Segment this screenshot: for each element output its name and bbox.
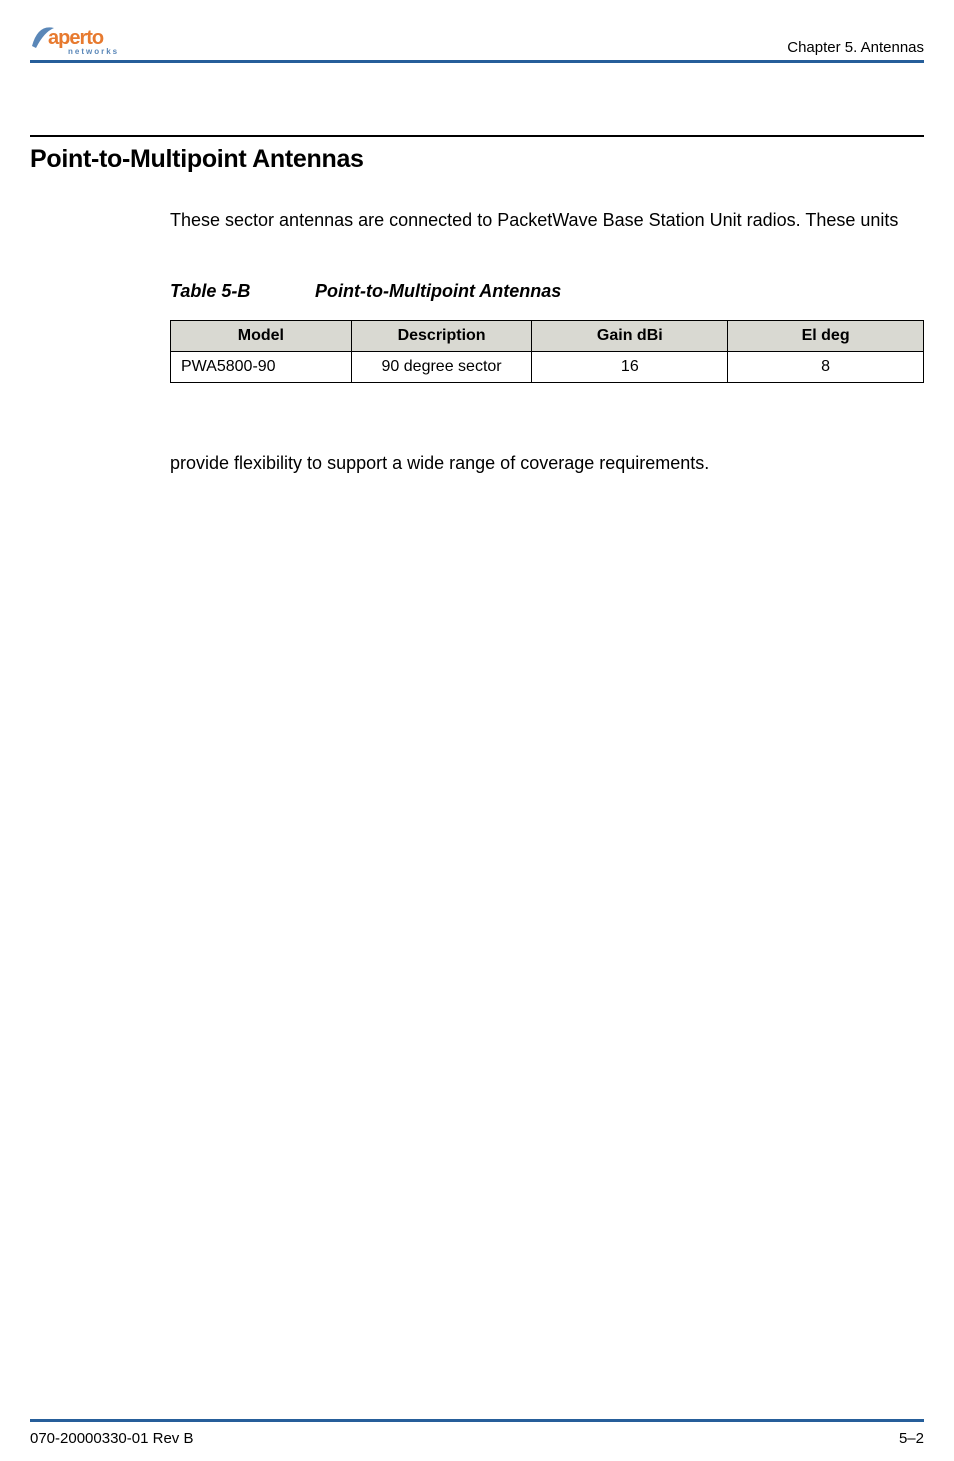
antennas-table: Model Description Gain dBi El deg PWA580… [170, 320, 924, 383]
cell-description: 90 degree sector [351, 352, 532, 383]
col-header-gain: Gain dBi [532, 321, 728, 352]
col-header-description: Description [351, 321, 532, 352]
outro-paragraph: provide flexibility to support a wide ra… [170, 453, 924, 474]
col-header-el: El deg [728, 321, 924, 352]
page-footer: 070-20000330-01 Rev B 5–2 [30, 1419, 924, 1447]
page-header: aperto networks Chapter 5. Antennas [30, 0, 924, 58]
table-header-row: Model Description Gain dBi El deg [171, 321, 924, 352]
svg-text:networks: networks [68, 47, 119, 56]
footer-rule [30, 1419, 924, 1422]
logo-aperto: aperto networks [30, 18, 140, 58]
section-rule [30, 135, 924, 137]
table-caption: Table 5-B Point-to-Multipoint Antennas [170, 281, 924, 302]
svg-text:aperto: aperto [48, 27, 104, 49]
table-caption-label: Table 5-B [170, 281, 310, 302]
intro-paragraph: These sector antennas are connected to P… [170, 208, 924, 233]
page: aperto networks Chapter 5. Antennas Poin… [0, 0, 954, 1461]
doc-revision: 070-20000330-01 Rev B [30, 1430, 193, 1447]
col-header-model: Model [171, 321, 352, 352]
cell-gain: 16 [532, 352, 728, 383]
section-title: Point-to-Multipoint Antennas [30, 145, 924, 174]
aperto-logo-icon: aperto networks [30, 18, 140, 58]
table-row: PWA5800-90 90 degree sector 16 8 [171, 352, 924, 383]
cell-el: 8 [728, 352, 924, 383]
page-number: 5–2 [899, 1430, 924, 1447]
footer-row: 070-20000330-01 Rev B 5–2 [30, 1430, 924, 1447]
chapter-reference: Chapter 5. Antennas [787, 39, 924, 58]
table-caption-title: Point-to-Multipoint Antennas [315, 281, 561, 301]
header-rule [30, 60, 924, 63]
cell-model: PWA5800-90 [171, 352, 352, 383]
